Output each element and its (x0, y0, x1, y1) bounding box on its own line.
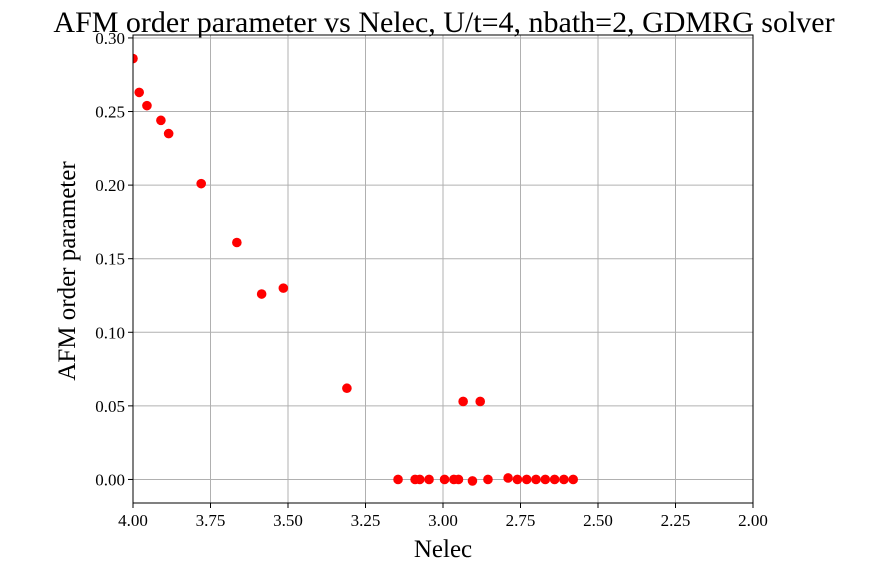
x-tick-label: 2.00 (738, 511, 768, 530)
x-axis-ticks: 4.00 3.75 3.50 3.25 3.00 2.75 2.50 2.25 2.00 (118, 503, 768, 530)
data-point (342, 383, 352, 394)
data-points (133, 53, 578, 486)
y-tick-label: 0.20 (95, 176, 125, 195)
data-point (521, 474, 532, 485)
data-point (467, 476, 478, 486)
data-point (439, 474, 450, 485)
data-point (453, 474, 464, 485)
data-point (142, 100, 152, 111)
y-tick-label: 0.25 (95, 103, 125, 122)
data-point (540, 474, 551, 485)
x-tick-label: 3.25 (351, 511, 381, 530)
data-point (475, 396, 486, 407)
x-tick-label: 2.25 (661, 511, 691, 530)
data-point (559, 474, 569, 485)
y-tick-label: 0.30 (95, 29, 125, 48)
data-point (414, 474, 425, 485)
data-point (549, 474, 560, 485)
grid (132, 35, 754, 503)
data-point (568, 474, 578, 485)
x-tick-label: 2.50 (583, 511, 613, 530)
data-point (393, 474, 403, 485)
data-point (483, 474, 493, 485)
data-point (278, 283, 289, 293)
x-axis-label: Nelec (414, 536, 472, 563)
data-point (256, 289, 267, 299)
y-tick-label: 0.15 (95, 250, 125, 269)
data-point (196, 178, 206, 189)
chart-title: AFM order parameter vs Nelec, U/t=4, nba… (53, 6, 834, 39)
data-point (512, 474, 523, 485)
data-point (503, 473, 513, 483)
data-point (424, 474, 434, 485)
y-axis-ticks: 0.00 0.05 0.10 0.15 0.20 0.25 0.30 (95, 29, 133, 489)
x-tick-label: 4.00 (118, 511, 148, 530)
x-tick-label: 2.75 (506, 511, 536, 530)
data-point (458, 396, 468, 407)
y-axis-label: AFM order parameter (54, 161, 81, 381)
data-point (531, 474, 541, 485)
data-point (156, 115, 166, 126)
x-tick-label: 3.00 (428, 511, 458, 530)
data-point (133, 53, 138, 64)
y-tick-label: 0.00 (95, 470, 125, 489)
x-tick-label: 3.75 (196, 511, 226, 530)
data-point (232, 237, 242, 248)
y-tick-label: 0.10 (95, 323, 125, 342)
y-tick-label: 0.05 (95, 397, 125, 416)
data-point (163, 128, 174, 139)
data-point (134, 87, 144, 98)
x-tick-label: 3.50 (273, 511, 303, 530)
